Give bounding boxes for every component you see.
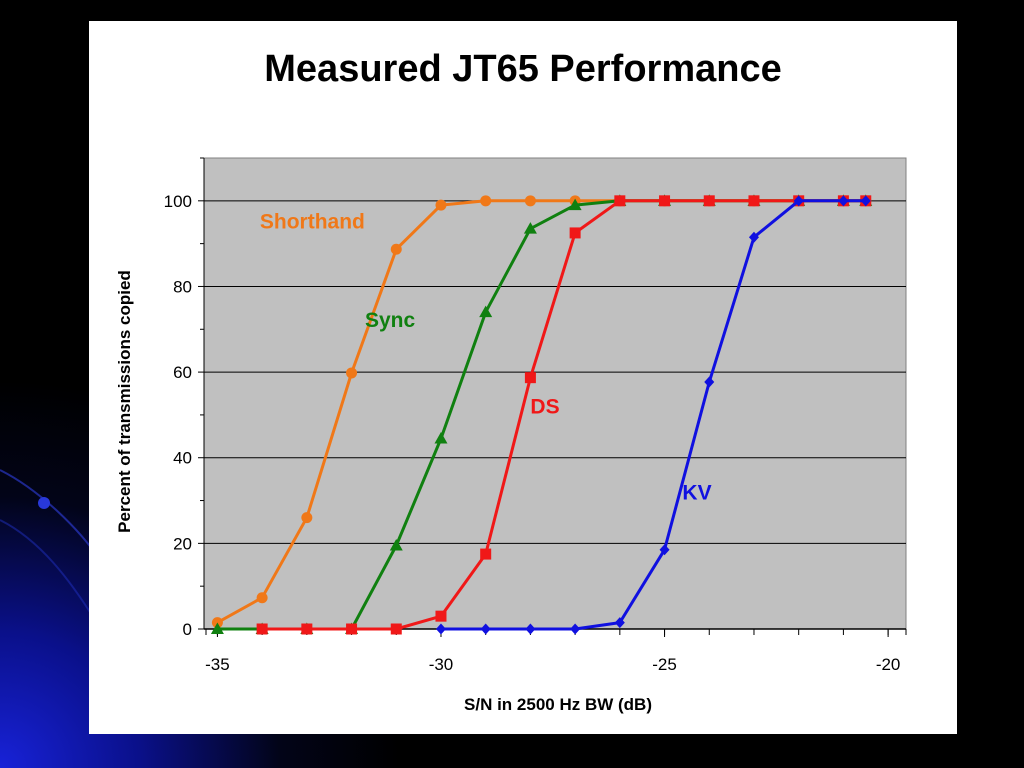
kv-point bbox=[793, 195, 804, 207]
sync-point bbox=[210, 622, 224, 634]
series-ds bbox=[256, 195, 872, 635]
shorthand-point bbox=[256, 592, 268, 604]
kv-point bbox=[838, 195, 849, 207]
ds-point bbox=[703, 195, 715, 207]
ds-point bbox=[748, 195, 760, 207]
y-tick-label: 100 bbox=[164, 192, 192, 211]
y-tick-label: 40 bbox=[173, 449, 192, 468]
ds-point bbox=[301, 623, 313, 635]
kv-point bbox=[570, 623, 581, 635]
shorthand-point bbox=[346, 367, 358, 379]
shorthand-point bbox=[480, 195, 492, 207]
x-axis-title: S/N in 2500 Hz BW (dB) bbox=[464, 695, 652, 714]
decorative-orb bbox=[38, 497, 50, 509]
kv-point bbox=[860, 195, 871, 207]
series-labels: Shorthand Sync DS KV bbox=[260, 211, 712, 505]
series-label-shorthand: Shorthand bbox=[260, 211, 365, 234]
y-axis-title: Percent of transmissions copied bbox=[115, 270, 134, 533]
ds-point bbox=[256, 623, 268, 635]
series-group bbox=[210, 194, 873, 635]
kv-point bbox=[704, 376, 715, 388]
shorthand-point bbox=[390, 243, 402, 255]
sync-point bbox=[479, 305, 493, 318]
ds-point bbox=[480, 548, 492, 560]
sync-point bbox=[523, 222, 537, 234]
y-tick-label: 20 bbox=[173, 534, 192, 553]
kv-point bbox=[614, 617, 625, 629]
ds-point bbox=[390, 623, 402, 635]
ds-point bbox=[614, 195, 626, 207]
y-tick-label: 0 bbox=[183, 620, 192, 639]
shorthand-point bbox=[435, 199, 447, 211]
y-tick-label: 80 bbox=[173, 277, 192, 296]
kv-point bbox=[659, 544, 670, 556]
ds-point bbox=[435, 610, 447, 622]
x-tick-label: -20 bbox=[876, 655, 901, 674]
sync-point bbox=[568, 198, 582, 211]
shorthand-point bbox=[301, 512, 313, 524]
kv-point bbox=[525, 623, 536, 635]
y-tick-label: 60 bbox=[173, 363, 192, 382]
chart-title: Measured JT65 Performance bbox=[264, 48, 782, 90]
series-label-kv: KV bbox=[682, 481, 711, 504]
sync-point bbox=[389, 539, 403, 551]
sync-point bbox=[434, 431, 448, 444]
kv-point bbox=[435, 623, 446, 635]
series-label-ds: DS bbox=[530, 396, 559, 419]
x-tick-label: -25 bbox=[652, 655, 677, 674]
ds-point bbox=[569, 227, 581, 239]
ds-point bbox=[659, 195, 671, 207]
kv-point bbox=[480, 623, 491, 635]
ds-point bbox=[346, 623, 358, 635]
x-tick-label: -35 bbox=[205, 655, 230, 674]
ds-point bbox=[524, 372, 536, 384]
series-label-sync: Sync bbox=[365, 309, 416, 332]
x-tick-label: -30 bbox=[429, 655, 454, 674]
shorthand-point bbox=[524, 195, 536, 207]
plot-area bbox=[203, 157, 907, 630]
kv-point bbox=[748, 231, 759, 243]
axes: 0 20 40 60 80 100 -35 -30 -25 -20 bbox=[164, 157, 907, 674]
series-kv bbox=[435, 195, 871, 635]
